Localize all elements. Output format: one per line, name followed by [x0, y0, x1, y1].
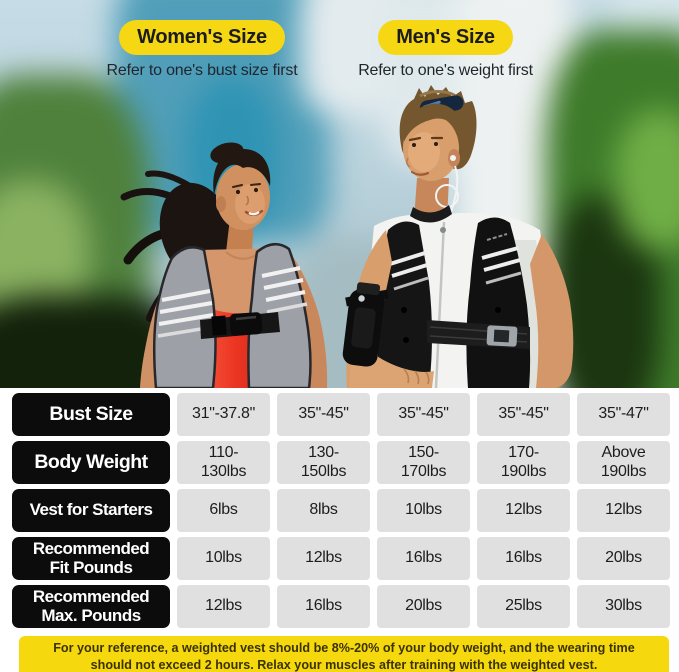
table-cell: 20lbs [577, 537, 670, 580]
table-cell: 16lbs [477, 537, 570, 580]
mens-size-header: Men's Size Refer to one's weight first [338, 20, 553, 80]
table-row-body-weight: Body Weight 110- 130lbs 130- 150lbs 150-… [12, 441, 670, 484]
woman-buckle [229, 312, 263, 336]
table-cell: 170- 190lbs [477, 441, 570, 484]
background-blob-foliage [615, 110, 679, 250]
table-cell: 35"-45" [377, 393, 470, 436]
row-label-body-weight: Body Weight [12, 441, 170, 484]
hero-photo: Women's Size Refer to one's bust size fi… [0, 0, 679, 388]
man-earbud [450, 155, 456, 161]
table-cell: 10lbs [177, 537, 270, 580]
row-label-bust-size: Bust Size [12, 393, 170, 436]
reference-note-banner: For your reference, a weighted vest shou… [19, 636, 669, 672]
table-cell: 12lbs [577, 489, 670, 532]
womens-size-header: Women's Size Refer to one's bust size fi… [92, 20, 312, 80]
table-cell: 110- 130lbs [177, 441, 270, 484]
joggers-illustration [120, 85, 574, 388]
table-row-recommended-fit-pounds: Recommended Fit Pounds 10lbs 12lbs 16lbs… [12, 537, 670, 580]
table-cell: 12lbs [477, 489, 570, 532]
table-cell: Above 190lbs [577, 441, 670, 484]
man-armband-phone-holder [342, 282, 385, 367]
table-cell: 130- 150lbs [277, 441, 370, 484]
table-cell: 35"-45" [477, 393, 570, 436]
womens-size-pill: Women's Size [119, 20, 285, 55]
row-label-recommended-max-pounds: Recommended Max. Pounds [12, 585, 170, 628]
table-cell: 35"-47" [577, 393, 670, 436]
table-cell: 25lbs [477, 585, 570, 628]
table-cell: 16lbs [277, 585, 370, 628]
table-cell: 12lbs [277, 537, 370, 580]
woman-weighted-vest [152, 243, 312, 388]
row-label-recommended-fit-pounds: Recommended Fit Pounds [12, 537, 170, 580]
table-cell: 8lbs [277, 489, 370, 532]
mens-size-subtitle: Refer to one's weight first [358, 62, 533, 79]
shirt-zipper [434, 221, 446, 388]
table-cell: 10lbs [377, 489, 470, 532]
table-cell: 12lbs [177, 585, 270, 628]
table-cell: 30lbs [577, 585, 670, 628]
man-left-arm [530, 234, 574, 388]
table-cell: 6lbs [177, 489, 270, 532]
womens-size-subtitle: Refer to one's bust size first [106, 62, 298, 79]
table-row-bust-size: Bust Size 31"-37.8" 35"-45" 35"-45" 35"-… [12, 393, 670, 436]
size-table: Bust Size 31"-37.8" 35"-45" 35"-45" 35"-… [12, 393, 670, 628]
table-cell: 35"-45" [277, 393, 370, 436]
table-cell: 16lbs [377, 537, 470, 580]
man-figure [342, 85, 574, 388]
row-label-vest-for-starters: Vest for Starters [12, 489, 170, 532]
woman-figure [120, 142, 328, 388]
table-row-vest-for-starters: Vest for Starters 6lbs 8lbs 10lbs 12lbs … [12, 489, 670, 532]
table-cell: 31"-37.8" [177, 393, 270, 436]
table-row-recommended-max-pounds: Recommended Max. Pounds 12lbs 16lbs 20lb… [12, 585, 670, 628]
table-cell: 20lbs [377, 585, 470, 628]
mens-size-pill: Men's Size [378, 20, 513, 55]
table-cell: 150- 170lbs [377, 441, 470, 484]
